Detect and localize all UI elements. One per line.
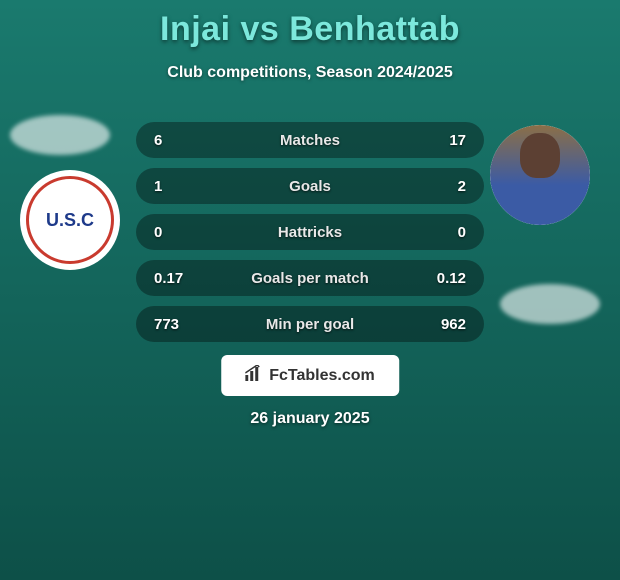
comparison-title: Injai vs Benhattab <box>0 0 620 49</box>
stat-right-value: 17 <box>416 132 466 149</box>
stat-label: Hattricks <box>278 224 342 241</box>
fctables-badge: FcTables.com <box>221 355 399 396</box>
stat-left-value: 1 <box>154 178 204 195</box>
stat-row: 6 Matches 17 <box>136 122 484 158</box>
stat-row: 773 Min per goal 962 <box>136 306 484 342</box>
stat-label: Matches <box>280 132 340 149</box>
club-abbr-label: U.S.C <box>26 176 114 264</box>
stat-row: 0 Hattricks 0 <box>136 214 484 250</box>
stat-left-value: 0 <box>154 224 204 241</box>
chart-icon <box>245 365 263 386</box>
stat-label: Goals per match <box>251 270 369 287</box>
stat-row: 0.17 Goals per match 0.12 <box>136 260 484 296</box>
stat-row: 1 Goals 2 <box>136 168 484 204</box>
stat-label: Min per goal <box>266 316 354 333</box>
stat-right-value: 0 <box>416 224 466 241</box>
right-player-avatar <box>490 125 590 225</box>
right-shadow-ellipse <box>500 284 600 324</box>
date-label: 26 january 2025 <box>250 410 369 428</box>
stat-right-value: 0.12 <box>416 270 466 287</box>
left-club-badge: U.S.C <box>20 170 120 270</box>
stat-label: Goals <box>289 178 331 195</box>
stat-right-value: 962 <box>416 316 466 333</box>
left-shadow-ellipse <box>10 115 110 155</box>
stat-left-value: 6 <box>154 132 204 149</box>
stats-list: 6 Matches 17 1 Goals 2 0 Hattricks 0 0.1… <box>136 122 484 352</box>
stat-left-value: 773 <box>154 316 204 333</box>
stat-left-value: 0.17 <box>154 270 204 287</box>
comparison-subtitle: Club competitions, Season 2024/2025 <box>0 64 620 82</box>
fctables-label: FcTables.com <box>269 367 375 385</box>
stat-right-value: 2 <box>416 178 466 195</box>
